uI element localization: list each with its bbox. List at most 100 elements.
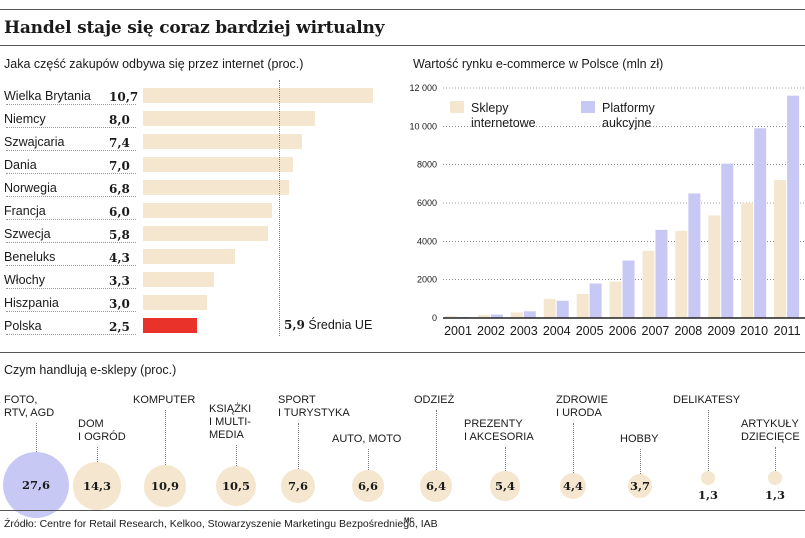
vbar-ytick-label: 12 000	[409, 83, 437, 93]
vbar-bar	[622, 260, 635, 318]
bubble-circle	[490, 471, 520, 501]
hbar-value-label: 5,8	[109, 228, 130, 242]
vbar-xtick-label: 2002	[477, 324, 505, 338]
eu-average-label: 5,9 Średnia UE	[284, 318, 372, 332]
hbar-value-label: 6,8	[109, 182, 130, 196]
bubble-category-label: SPORT I TURYSTYKA	[278, 394, 350, 419]
bubble-leader-line	[436, 410, 437, 471]
vbar-ytick-label: 8000	[417, 160, 437, 170]
author-mark: MC	[404, 517, 415, 524]
bubble-circle	[627, 473, 653, 499]
hbar-bar	[143, 134, 303, 149]
bubble-category-label: ARTYKUŁY DZIECIĘCE	[741, 418, 800, 443]
bubble-value-label: 10,5	[221, 479, 250, 493]
vbar-bar	[721, 163, 734, 318]
bubble-leader-line	[505, 447, 506, 472]
vbar-bar	[556, 300, 569, 318]
bubble-value-label: 1,3	[764, 488, 785, 502]
hbar-bar	[143, 203, 272, 218]
bubble-value-label: 1,3	[697, 488, 718, 502]
vbar-bar	[490, 314, 503, 318]
hbar-value-label: 10,7	[109, 90, 139, 104]
hbar-bar	[143, 88, 373, 103]
bottom-rule	[0, 510, 805, 511]
vbar-ytick-label: 0	[432, 313, 437, 323]
bubble-leader-line	[97, 447, 98, 463]
hbar-leader	[6, 127, 136, 128]
bubble-circle	[144, 465, 186, 507]
bubble-category-label: KOMPUTER	[133, 394, 196, 406]
hbar-chart-title: Jaka część zakupów odbywa się przez inte…	[4, 57, 304, 71]
hbar-label: Dania	[4, 158, 37, 172]
vbar-bar	[787, 95, 800, 319]
vbar-xtick-label: 2009	[707, 324, 735, 338]
bubble-category-label: DOM I OGRÓD	[78, 418, 126, 443]
hbar-leader	[6, 334, 136, 335]
hbar-bar	[143, 157, 294, 172]
hbar-label: Beneluks	[4, 250, 56, 264]
bubble-circle	[420, 470, 452, 502]
bubble-circle	[215, 465, 257, 507]
bubble-circle	[73, 462, 121, 510]
bubble-value-label: 14,3	[82, 479, 111, 493]
bubble-value-label: 6,4	[425, 479, 446, 493]
hbar-bar	[143, 249, 236, 264]
bubble-value-label: 27,6	[21, 478, 50, 492]
vbar-legend-label: Platformy	[602, 101, 656, 115]
bubble-circle	[3, 452, 69, 518]
bubble-circle	[767, 470, 783, 486]
bubble-leader-line	[640, 449, 641, 474]
hbar-leader	[6, 150, 136, 151]
vbar-xtick-label: 2008	[674, 324, 702, 338]
bubble-category-label: ODZIEŻ	[414, 394, 455, 406]
hbar-bar	[143, 226, 268, 241]
vbar-bar	[642, 250, 655, 318]
hbar-label: Niemcy	[4, 112, 46, 126]
hbar-leader	[6, 173, 136, 174]
hbar-label: Norwegia	[4, 181, 57, 195]
hbar-leader	[6, 104, 136, 105]
vbar-bar	[754, 128, 767, 318]
bubble-category-label: AUTO, MOTO	[332, 433, 402, 445]
vbar-ytick-label: 4000	[417, 236, 437, 246]
bubble-leader-line	[298, 423, 299, 469]
vbar-xtick-label: 2011	[774, 324, 801, 338]
hbar-value-label: 2,5	[109, 320, 130, 334]
vbar-bar	[576, 294, 589, 318]
bubble-category-label: ZDROWIE I URODA	[556, 394, 608, 419]
bubble-leader-line	[573, 423, 574, 473]
hbar-label: Hiszpania	[4, 296, 59, 310]
page-title: Handel staje się coraz bardziej wirtualn…	[4, 18, 385, 38]
hbar-value-label: 3,0	[109, 297, 130, 311]
eu-average-line	[279, 80, 280, 336]
vbar-ytick-label: 2000	[417, 275, 437, 285]
vbar-bar	[741, 203, 754, 318]
hbar-bar	[143, 272, 214, 287]
hbar-value-label: 6,0	[109, 205, 130, 219]
bubble-category-label: FOTO, RTV, AGD	[4, 394, 55, 419]
bubble-leader-line	[165, 410, 166, 466]
bubble-circle	[351, 469, 385, 503]
bubble-value-label: 3,7	[629, 479, 650, 493]
vbar-bar	[688, 193, 701, 318]
bubble-category-label: DELIKATESY	[673, 394, 741, 406]
vbar-xtick-label: 2007	[642, 324, 670, 338]
hbar-leader	[6, 196, 136, 197]
bubble-value-label: 4,4	[562, 479, 583, 493]
vbar-bar	[655, 229, 668, 318]
vbar-bar	[609, 281, 622, 318]
hbar-label: Francja	[4, 204, 46, 218]
vbar-ytick-label: 6000	[417, 198, 437, 208]
title-rule	[0, 45, 805, 46]
bubble-value-label: 6,6	[357, 479, 378, 493]
vbar-bar	[589, 283, 602, 318]
vbar-xtick-label: 2006	[609, 324, 637, 338]
vbar-legend-swatch	[450, 101, 464, 113]
hbar-leader	[6, 311, 136, 312]
hbar-leader	[6, 265, 136, 266]
eu-average-value: 5,9	[284, 318, 305, 332]
vbar-legend-swatch	[581, 101, 595, 113]
hbar-label: Szwecja	[4, 227, 51, 241]
bubble-circle	[700, 470, 716, 486]
